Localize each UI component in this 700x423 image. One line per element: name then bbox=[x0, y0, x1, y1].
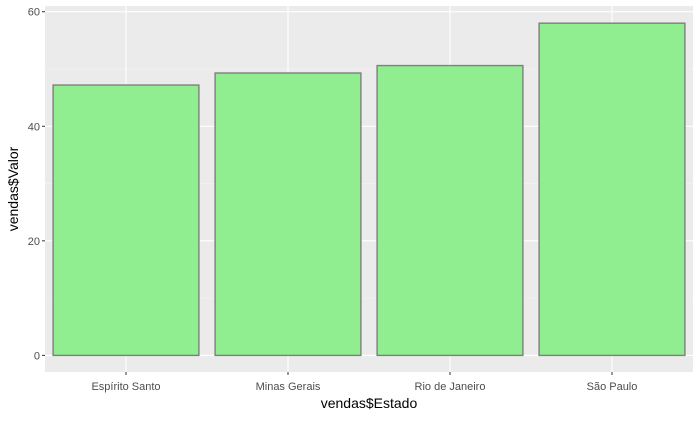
y-tick-label: 60 bbox=[28, 7, 40, 19]
x-tick-label: São Paulo bbox=[587, 381, 638, 393]
x-axis-title: vendas$Estado bbox=[321, 395, 418, 411]
y-axis-title: vendas$Valor bbox=[5, 146, 21, 231]
bar bbox=[376, 64, 524, 357]
bar bbox=[214, 72, 362, 357]
bar bbox=[52, 84, 200, 357]
bar bbox=[538, 22, 686, 357]
y-tick-label: 20 bbox=[28, 236, 40, 248]
bars-layer bbox=[52, 22, 686, 357]
x-tick-label: Rio de Janeiro bbox=[415, 381, 486, 393]
x-tick-label: Minas Gerais bbox=[256, 381, 321, 393]
y-tick-label: 0 bbox=[34, 350, 40, 362]
y-axis: 0 20 40 60 bbox=[28, 7, 45, 362]
y-tick-label: 40 bbox=[28, 121, 40, 133]
x-axis: Espírito Santo Minas Gerais Rio de Janeiro… bbox=[91, 372, 637, 393]
x-tick-label: Espírito Santo bbox=[91, 381, 160, 393]
